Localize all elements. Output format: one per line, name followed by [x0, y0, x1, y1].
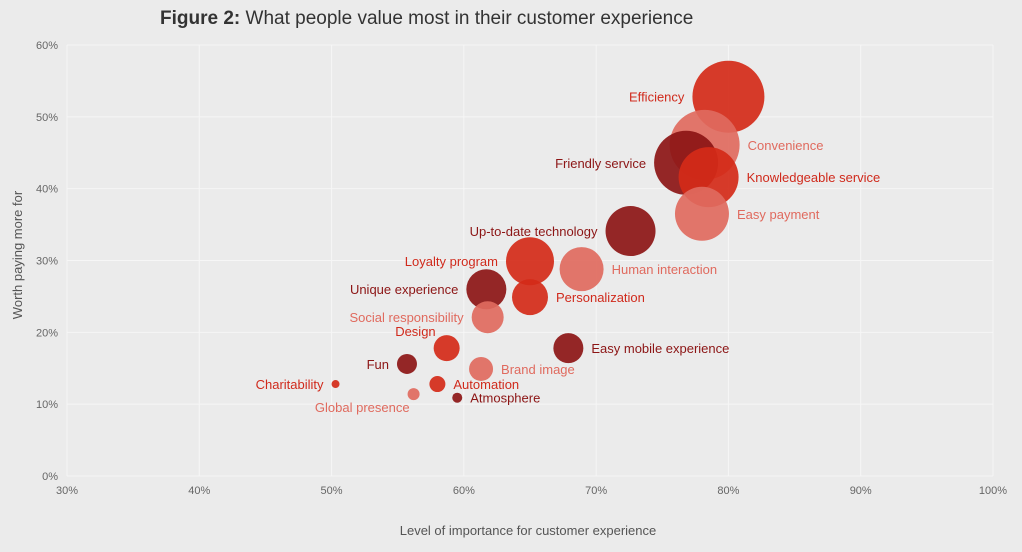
bubble-personalization[interactable]: [512, 279, 548, 316]
bubble-human-interaction[interactable]: [559, 247, 604, 292]
bubble-loyalty-program[interactable]: [506, 237, 554, 286]
bubble-label: Easy payment: [737, 207, 820, 222]
bubble-label: Design: [395, 324, 435, 339]
bubble-atmosphere[interactable]: [452, 392, 463, 403]
x-axis-label: Level of importance for customer experie…: [400, 523, 657, 538]
figure-number: Figure 2:: [160, 8, 241, 29]
bubble-social-responsibility[interactable]: [471, 301, 504, 334]
bubble-label: Easy mobile experience: [591, 341, 729, 356]
x-tick-label: 70%: [585, 485, 607, 497]
bubble-easy-payment[interactable]: [674, 186, 729, 241]
bubble-label: Human interaction: [612, 262, 718, 277]
bubble-unique-experience[interactable]: [466, 269, 507, 310]
bubble-label: Up-to-date technology: [470, 224, 598, 239]
bubble-label: Charitability: [256, 377, 324, 392]
bubble-fun[interactable]: [396, 353, 417, 374]
bubble-label: Convenience: [748, 138, 824, 153]
bubble-global-presence[interactable]: [407, 388, 420, 401]
x-tick-label: 80%: [717, 485, 739, 497]
y-tick-label: 30%: [36, 256, 58, 268]
chart-title: Figure 2: What people value most in thei…: [160, 8, 693, 30]
bubble-brand-image[interactable]: [469, 356, 494, 381]
title-text: What people value most in their customer…: [245, 8, 694, 29]
x-tick-label: 30%: [56, 485, 78, 497]
bubble-label: Fun: [367, 357, 389, 372]
bubble-label: Social responsibility: [349, 310, 464, 325]
bubble-label: Automation: [453, 377, 519, 392]
x-tick-label: 60%: [453, 485, 475, 497]
y-tick-label: 40%: [36, 184, 58, 196]
bubble-label: Friendly service: [555, 156, 646, 171]
bubble-easy-mobile-experience[interactable]: [553, 333, 584, 364]
bubble-label: Unique experience: [350, 282, 458, 297]
y-tick-label: 60%: [36, 40, 58, 52]
bubble-label: Global presence: [315, 400, 410, 415]
bubble-label: Brand image: [501, 362, 575, 377]
x-tick-label: 40%: [188, 485, 210, 497]
bubble-charitability[interactable]: [331, 380, 340, 389]
x-tick-label: 90%: [850, 485, 872, 497]
bubble-label: Knowledgeable service: [747, 170, 881, 185]
y-axis-label: Worth paying more for: [10, 190, 25, 319]
bubble-label: Atmosphere: [470, 391, 540, 406]
y-tick-label: 20%: [36, 327, 58, 339]
bubble-label: Personalization: [556, 290, 645, 305]
y-tick-label: 50%: [36, 112, 58, 124]
bubble-design[interactable]: [433, 335, 460, 362]
bubble-automation[interactable]: [429, 376, 446, 393]
x-tick-label: 50%: [321, 485, 343, 497]
bubble-up-to-date-technology[interactable]: [605, 206, 656, 257]
y-tick-label: 0%: [42, 471, 58, 483]
y-tick-label: 10%: [36, 399, 58, 411]
bubble-label: Efficiency: [629, 90, 685, 105]
bubble-label: Loyalty program: [405, 254, 498, 269]
x-tick-label: 100%: [979, 485, 1007, 497]
